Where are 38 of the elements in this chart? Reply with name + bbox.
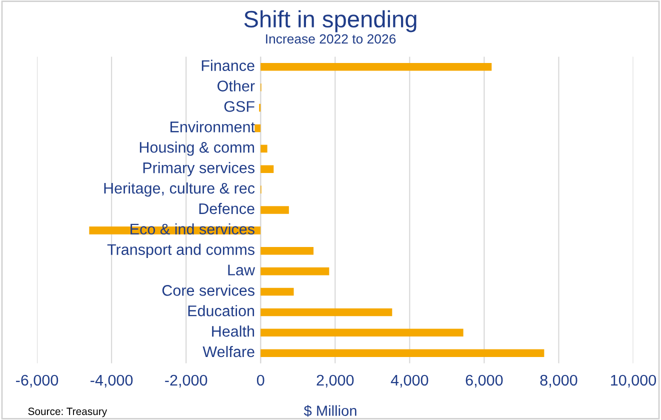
- bar: [260, 308, 392, 316]
- y-tick-label: Other: [218, 80, 255, 92]
- x-axis-title: $ Million: [304, 405, 356, 417]
- x-tick-label: -4,000: [90, 374, 133, 388]
- x-tick-label: 6,000: [466, 374, 503, 388]
- bar: [260, 267, 330, 276]
- y-tick-label: Transport and comms: [107, 244, 254, 258]
- bar: [254, 124, 261, 132]
- x-tick-label: 10,000: [611, 374, 656, 388]
- x-tick-label: 8,000: [540, 374, 578, 388]
- bar: [260, 63, 492, 71]
- y-tick-label: Welfare: [202, 346, 254, 358]
- y-tick-label: Law: [228, 264, 256, 276]
- bar: [260, 206, 289, 214]
- y-tick-label: Finance: [202, 60, 254, 72]
- x-tick-label: 4,000: [390, 374, 428, 388]
- y-tick-label: Core services: [162, 284, 254, 296]
- bar: [260, 246, 314, 255]
- y-tick-label: Education: [188, 305, 254, 316]
- y-tick-label: Defence: [199, 202, 254, 214]
- y-tick-label: Housing & comm: [140, 142, 254, 156]
- bar: [260, 144, 268, 153]
- y-tick-label: Health: [212, 326, 254, 337]
- bar: [260, 165, 274, 174]
- chart-title: Shift in spending: [244, 10, 416, 32]
- y-tick-label: Primary services: [143, 162, 254, 176]
- y-tick-label: GSF: [224, 101, 254, 112]
- bar: [260, 288, 294, 296]
- y-tick-label: Heritage, culture & rec: [104, 182, 255, 197]
- source-note: Source: Treasury: [28, 408, 108, 418]
- bar: [260, 328, 464, 337]
- x-tick-label: 2,000: [316, 374, 354, 388]
- x-tick-label: 0: [256, 374, 264, 386]
- y-tick-label: Eco & ind services: [130, 223, 254, 235]
- x-tick-label: -6,000: [16, 374, 58, 388]
- x-tick-label: -2,000: [165, 374, 208, 388]
- chart-subtitle: Increase 2022 to 2026: [266, 34, 396, 44]
- bar: [260, 349, 544, 357]
